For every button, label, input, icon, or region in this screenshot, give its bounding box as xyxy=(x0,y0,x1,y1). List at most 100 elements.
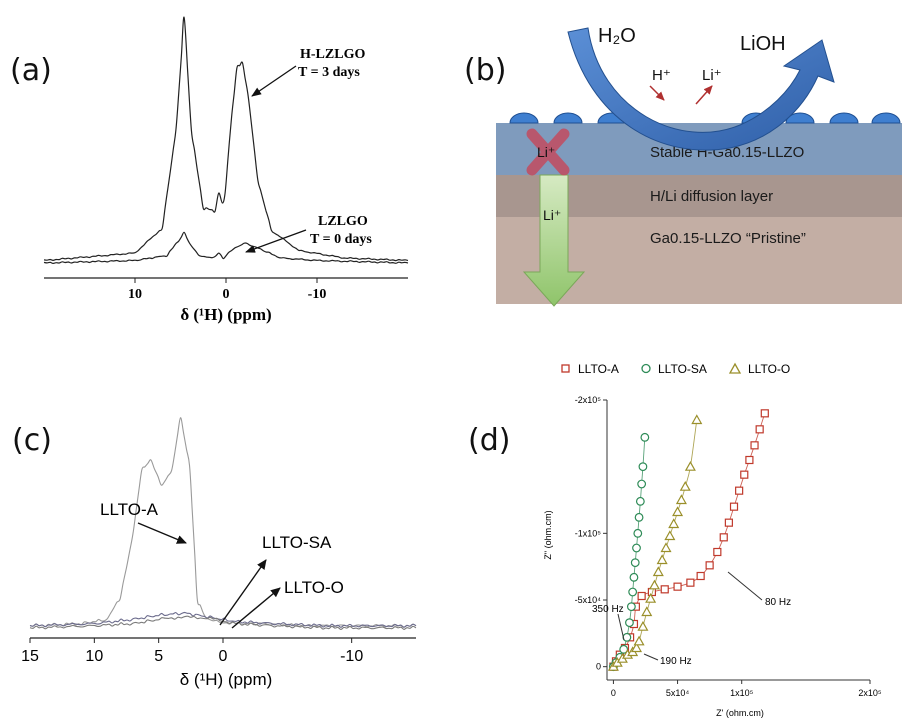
data-point-llto-o xyxy=(684,460,696,471)
panel-a-xlabel: δ (¹H) (ppm) xyxy=(180,305,271,324)
x-tick-label: 10 xyxy=(128,287,142,302)
data-point-llto-a xyxy=(713,547,722,557)
water-to-lioh-arrow xyxy=(567,27,835,151)
data-point-llto-o xyxy=(652,566,664,577)
fit-line-llto-o xyxy=(613,419,698,668)
data-point-llto-o xyxy=(679,480,691,491)
data-point-llto-a xyxy=(729,502,739,511)
layer-pristine-label: Ga0.15-LLZO “Pristine” xyxy=(650,230,806,247)
data-point-llto-sa xyxy=(630,558,640,568)
label-llto-sa: LLTO-SA xyxy=(262,533,332,552)
annotation-190hz: 190 Hz xyxy=(660,656,692,667)
data-point-llto-o xyxy=(641,606,653,617)
data-point-llto-a xyxy=(755,425,764,434)
data-point-llto-a xyxy=(745,455,754,465)
series-line-llto-a xyxy=(29,417,417,628)
annotation-80hz: 80 Hz xyxy=(765,597,791,608)
annotation-lzlgo: LZLGO xyxy=(318,214,368,229)
x-tick-label: 1x10⁵ xyxy=(730,688,754,698)
lioh-label: LiOH xyxy=(740,33,786,55)
panel-b-diagram: (b) Stable H-Ga0.15-LLZO H/Li diffusion … xyxy=(464,25,902,307)
data-point-llto-o xyxy=(648,579,660,590)
panel-d-ylabel: Z" (ohm.cm) xyxy=(543,510,553,559)
arrow-llto-a xyxy=(137,522,187,544)
x-tick-label: 15 xyxy=(21,648,39,665)
data-point-llto-o xyxy=(656,554,668,565)
panel-d-ticks: 0 5x10⁴ 1x10⁵ 2x10⁵ 0 -5x10⁴ -1x10⁵ -2x10⁵ xyxy=(575,395,882,698)
panel-c: (c) 15 10 5 0 -10 δ (¹H) (ppm) LLTO-A LLTO-S… xyxy=(12,417,417,689)
legend-label-llto-a: LLTO-A xyxy=(578,362,619,376)
panel-c-plot xyxy=(29,417,417,631)
data-point-llto-o xyxy=(630,642,643,653)
data-point-llto-sa xyxy=(638,462,648,472)
layer-diffusion-label: H/Li diffusion layer xyxy=(650,188,773,205)
panel-d-label: (d) xyxy=(468,423,510,458)
surface-bumps xyxy=(509,112,901,124)
annotation-h-lzlgo: H-LZLGO xyxy=(300,47,365,62)
x-tick-label: 5x10⁴ xyxy=(666,688,690,698)
x-tick-label: 0 xyxy=(611,688,616,698)
data-point-llto-sa xyxy=(640,432,650,442)
li-plus-blocked-label: Li⁺ xyxy=(537,144,555,160)
fit-line-llto-sa xyxy=(613,437,646,667)
series-line-llto-sa xyxy=(29,611,417,628)
x-tick-label: 0 xyxy=(219,648,228,665)
data-point-llto-o xyxy=(668,518,680,529)
legend-label-llto-sa: LLTO-SA xyxy=(658,362,707,376)
legend-marker-llto-o xyxy=(728,362,742,374)
series-line-h-lzlgo xyxy=(43,16,409,262)
data-point-llto-o xyxy=(633,635,645,646)
data-point-llto-sa xyxy=(628,587,638,597)
y-tick-label: 0 xyxy=(596,662,601,672)
h-plus-label: H⁺ xyxy=(652,67,671,84)
data-point-llto-o xyxy=(675,494,687,505)
panel-a-x-ticks: 10 0 -10 xyxy=(128,278,326,302)
data-point-llto-sa xyxy=(625,618,634,628)
legend: LLTO-A LLTO-SA LLTO-O xyxy=(561,362,790,376)
data-point-llto-o xyxy=(691,414,703,425)
data-point-llto-a xyxy=(750,441,759,450)
x-tick-label: 5 xyxy=(154,648,163,665)
data-point-llto-sa xyxy=(633,528,643,538)
data-point-llto-a xyxy=(673,582,682,591)
data-point-llto-sa xyxy=(634,512,644,522)
y-tick-label: -1x10⁵ xyxy=(575,528,602,538)
panel-d: (d) LLTO-A LLTO-SA LLTO-O 0 5x10⁴ 1x10⁵ 2x1… xyxy=(468,362,882,718)
panel-a-plot xyxy=(43,16,409,265)
data-point-llto-a xyxy=(724,518,733,527)
panel-d-xlabel: Z' (ohm.cm) xyxy=(716,708,764,718)
label-llto-a: LLTO-A xyxy=(100,500,159,519)
data-point-llto-a xyxy=(696,571,705,581)
series-line-llto-o xyxy=(29,615,417,631)
label-llto-o: LLTO-O xyxy=(284,578,344,597)
panel-c-x-ticks: 15 10 5 0 -10 xyxy=(21,638,363,665)
x-tick-label: -10 xyxy=(308,287,327,302)
h-plus-arrow xyxy=(649,85,665,101)
blocked-cross-icon xyxy=(526,128,570,176)
legend-label-llto-o: LLTO-O xyxy=(748,362,790,376)
panel-a: (a) 10 0 -10 δ (¹H) (ppm) H-LZLGO T = 3 da… xyxy=(10,16,409,324)
data-point-llto-sa xyxy=(632,543,641,553)
arrow-a-h-lzlgo xyxy=(251,65,297,97)
data-point-llto-a xyxy=(686,578,695,587)
data-point-llto-o xyxy=(672,506,684,517)
panel-c-xlabel: δ (¹H) (ppm) xyxy=(180,670,273,689)
data-point-llto-o xyxy=(645,592,657,603)
arrow-llto-o xyxy=(231,587,281,629)
data-point-llto-o xyxy=(660,542,672,553)
li-plus-out-arrow xyxy=(695,85,713,105)
y-tick-label: -5x10⁴ xyxy=(575,595,602,605)
x-tick-label: 0 xyxy=(223,287,230,302)
x-tick-label: 2x10⁵ xyxy=(858,688,882,698)
data-point-llto-sa xyxy=(622,632,632,642)
data-point-llto-a xyxy=(760,409,769,418)
legend-marker-llto-sa xyxy=(641,363,651,374)
x-tick-label: -10 xyxy=(340,648,363,665)
water-label: H₂O xyxy=(598,25,636,47)
y-tick-label: -2x10⁵ xyxy=(575,395,602,405)
arrow-a-lzlgo xyxy=(245,229,307,253)
data-point-llto-sa xyxy=(637,479,647,489)
panel-d-plot xyxy=(607,409,769,672)
data-point-llto-a xyxy=(740,470,749,479)
data-point-llto-sa xyxy=(626,602,636,612)
